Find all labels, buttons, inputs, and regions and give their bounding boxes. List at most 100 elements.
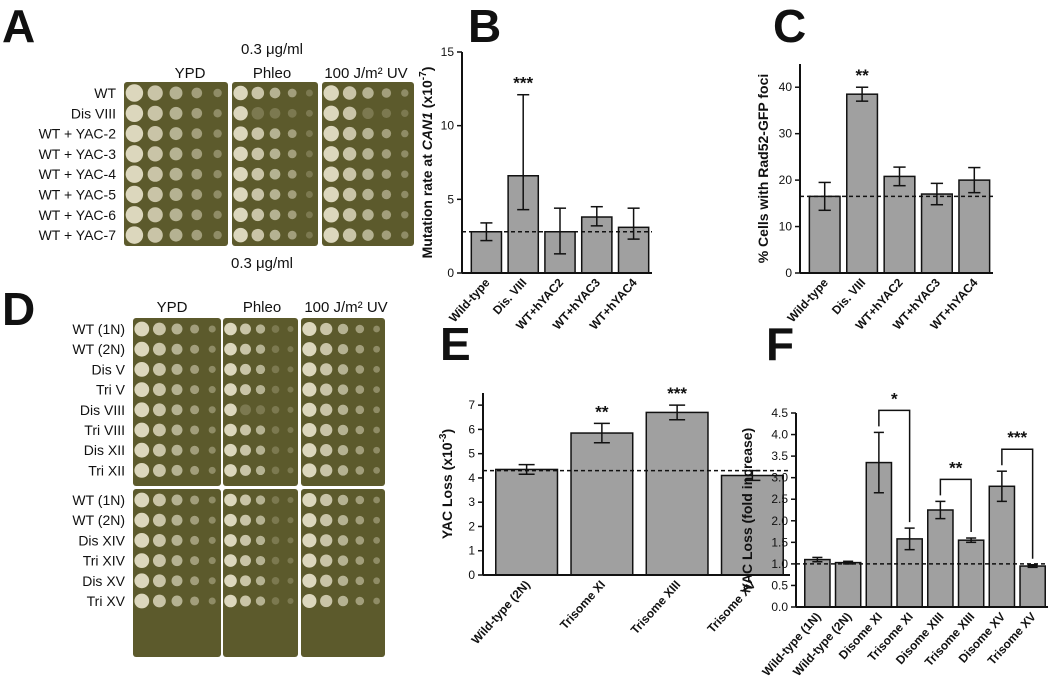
error-bar	[873, 431, 884, 494]
error-bar	[930, 182, 944, 206]
colony-spot	[342, 208, 357, 222]
colony-spot	[240, 464, 251, 476]
colony-spot	[342, 167, 357, 181]
colony-spot	[287, 88, 297, 98]
colony-spot	[208, 345, 216, 353]
colony-spot	[251, 167, 265, 181]
colony-spot	[381, 210, 392, 220]
y-tick-label: 1.5	[771, 535, 788, 549]
colony-spot	[355, 324, 365, 334]
significance-label: **	[855, 66, 869, 85]
colony-spot	[134, 422, 150, 438]
colony-spot	[191, 209, 203, 221]
bar	[920, 193, 953, 274]
colony-spot	[302, 533, 317, 548]
y-axis-label: YAC Loss (x10-3)	[438, 429, 455, 539]
colony-spot	[381, 189, 392, 200]
colony-spot	[381, 230, 392, 240]
bar	[988, 485, 1016, 608]
y-axis-label: Mutation rate at CAN1 (x10-7)	[418, 67, 435, 259]
colony-spot	[171, 444, 183, 456]
colony-spot	[255, 425, 266, 435]
colony-spot	[337, 404, 349, 416]
colony-spot	[125, 104, 144, 123]
colony-spot	[233, 166, 248, 182]
colony-spot	[287, 447, 294, 454]
colony-spot	[224, 403, 237, 417]
colony-spot	[233, 187, 248, 202]
error-bar	[935, 500, 946, 520]
colony-spot	[152, 493, 166, 507]
colony-spot	[305, 170, 313, 178]
colony-spot	[287, 537, 294, 544]
colony-spot	[134, 553, 150, 568]
colony-spot	[401, 170, 409, 178]
colony-spot	[355, 466, 365, 475]
colony-spot	[302, 443, 317, 458]
colony-spot	[271, 385, 280, 394]
colony-spot	[381, 149, 392, 159]
colony-spot	[147, 227, 163, 243]
colony-spot	[171, 534, 183, 546]
colony-spot	[255, 445, 266, 455]
colony-spot	[240, 424, 251, 436]
colony-spot	[134, 382, 150, 397]
colony-spot	[362, 127, 374, 140]
y-tick-label: 30	[779, 127, 793, 141]
colony-spot	[401, 190, 409, 199]
column-header: Phleo	[253, 65, 291, 82]
colony-spot	[287, 149, 297, 159]
colony-spot	[240, 363, 251, 375]
colony-spot	[271, 446, 280, 455]
colony-spot	[342, 106, 357, 121]
colony-spot	[320, 423, 333, 437]
colony-spot	[152, 423, 166, 437]
colony-spot	[355, 445, 365, 455]
colony-spot	[302, 382, 317, 397]
colony-spot	[337, 465, 349, 476]
colony-spot	[355, 556, 365, 565]
colony-spot	[373, 537, 380, 544]
colony-spot	[169, 127, 183, 141]
colony-spot	[337, 575, 349, 587]
colony-spot	[125, 185, 144, 204]
error-bar	[968, 166, 981, 194]
colony-spot	[224, 443, 237, 457]
colony-spot	[152, 463, 166, 477]
y-tick-label: 20	[779, 173, 793, 187]
colony-spot	[342, 187, 357, 202]
colony-spot	[233, 106, 248, 121]
y-tick-label: 5	[468, 447, 475, 461]
colony-spot	[305, 130, 313, 138]
colony-spot	[373, 345, 380, 353]
colony-spot	[320, 444, 333, 457]
colony-spot	[213, 129, 222, 138]
colony-spot	[208, 325, 216, 333]
colony-spot	[320, 534, 333, 547]
colony-spot	[251, 147, 265, 161]
colony-spot	[134, 463, 150, 478]
colony-spot	[302, 321, 317, 337]
colony-spot	[233, 85, 248, 101]
row-label: WT (1N)	[72, 492, 125, 508]
colony-spot	[373, 597, 380, 605]
bar	[957, 539, 985, 608]
colony-spot	[134, 321, 150, 337]
colony-spot	[233, 126, 248, 141]
y-tick-label: 5	[447, 192, 454, 206]
colony-spot	[134, 492, 150, 508]
comparison-bracket	[878, 409, 911, 523]
colony-spot	[224, 554, 237, 567]
colony-spot	[373, 426, 380, 434]
colony-spot	[302, 593, 317, 609]
colony-spot	[269, 128, 281, 139]
y-tick-label: 3.5	[771, 449, 788, 463]
colony-spot	[305, 211, 313, 219]
colony-spot	[271, 365, 280, 374]
colony-spot	[251, 228, 265, 242]
colony-spot	[191, 148, 203, 160]
y-axis-label-part: YAC Loss (x10	[439, 442, 455, 539]
bar	[883, 175, 916, 274]
colony-spot	[381, 108, 392, 119]
colony-spot	[320, 363, 333, 376]
